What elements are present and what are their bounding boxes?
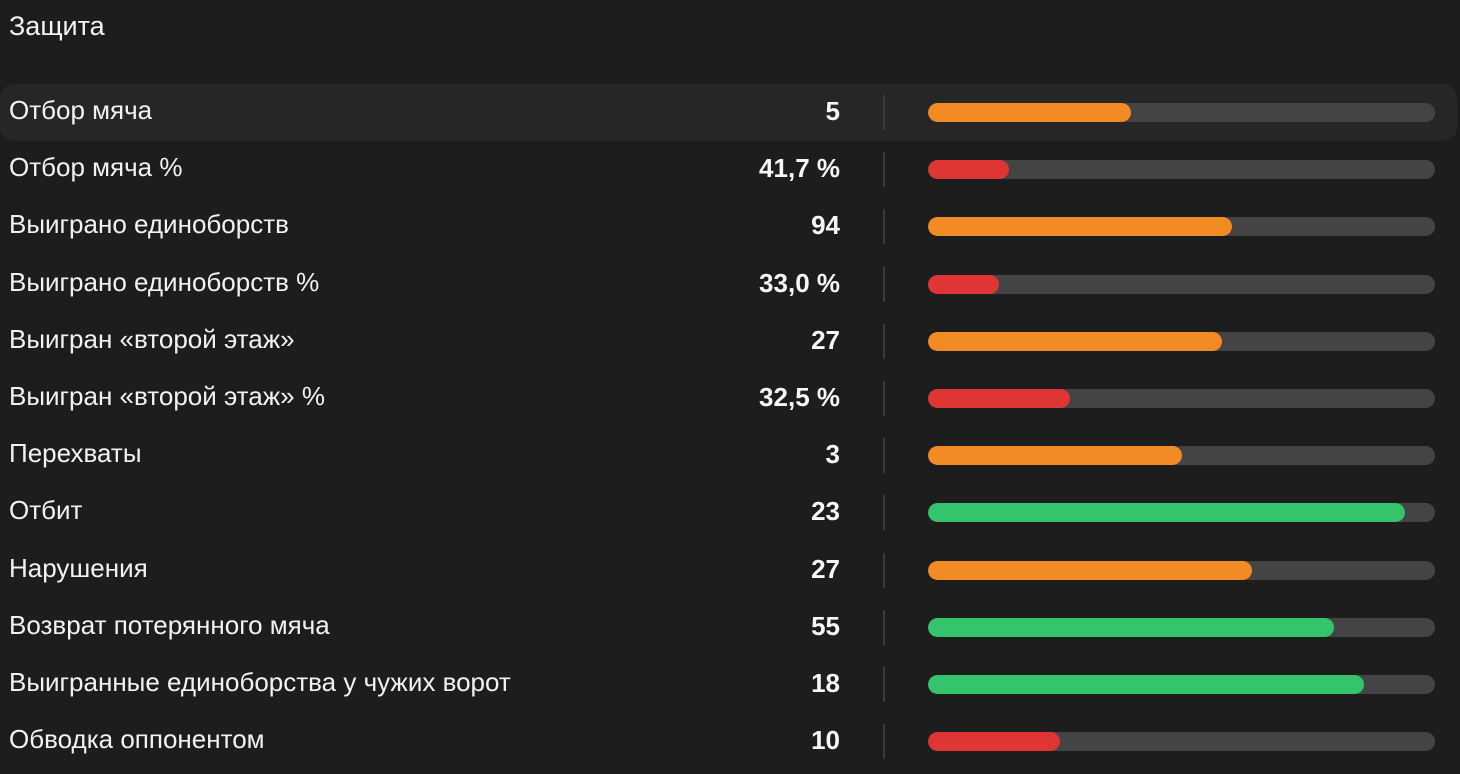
- stat-value: 27: [811, 324, 840, 355]
- stat-value: 33,0 %: [759, 267, 840, 298]
- stat-bar-fill: [928, 331, 1223, 351]
- stat-bar-fill: [928, 103, 1131, 122]
- stat-row-fouls[interactable]: Нарушения 27: [0, 542, 1457, 599]
- stat-bar-track: [928, 560, 1435, 580]
- stat-row-clearances[interactable]: Отбит 23: [0, 484, 1457, 541]
- column-divider: [883, 609, 885, 645]
- stat-label: Выигранные единоборства у чужих ворот: [9, 666, 511, 697]
- stat-label: Возврат потерянного мяча: [9, 609, 330, 640]
- column-divider: [883, 495, 885, 531]
- stat-label: Обводка оппонентом: [9, 724, 265, 755]
- stat-bar-fill: [928, 560, 1253, 580]
- stat-label: Отбор мяча: [9, 95, 153, 125]
- stat-bar-track: [928, 103, 1435, 122]
- stat-row-tackles[interactable]: Отбор мяча 5: [0, 84, 1457, 142]
- stat-row-recoveries[interactable]: Возврат потерянного мяча 55: [0, 599, 1457, 656]
- stat-label: Отбор мяча %: [9, 152, 183, 183]
- stat-label: Нарушения: [9, 552, 148, 583]
- stat-label: Отбит: [9, 495, 83, 526]
- stat-bar-track: [928, 160, 1435, 180]
- stat-bar-fill: [928, 732, 1060, 752]
- column-divider: [883, 552, 885, 588]
- stat-bar-track: [928, 331, 1435, 351]
- column-divider: [883, 95, 885, 130]
- stat-row-aerial-won[interactable]: Выигран «второй этаж» 27: [0, 313, 1457, 370]
- stat-value: 5: [825, 96, 840, 126]
- stats-list: Отбор мяча 5 Отбор мяча % 41,7 % Выигран…: [0, 84, 1460, 770]
- stat-bar-track: [928, 446, 1435, 466]
- stat-value: 32,5 %: [759, 381, 840, 412]
- stat-label: Выиграно единоборств: [9, 209, 289, 240]
- stat-value: 10: [811, 725, 840, 756]
- stat-bar-track: [928, 217, 1435, 237]
- stat-row-duels-won[interactable]: Выиграно единоборств 94: [0, 198, 1457, 255]
- stat-value: 41,7 %: [759, 153, 840, 184]
- column-divider: [883, 380, 885, 416]
- stat-label: Выиграно единоборств %: [9, 266, 320, 297]
- column-divider: [883, 724, 885, 760]
- section-title: Защита: [9, 11, 105, 41]
- column-divider: [883, 323, 885, 359]
- stat-value: 23: [811, 496, 840, 527]
- column-divider: [883, 152, 885, 188]
- stat-bar-track: [928, 388, 1435, 408]
- stat-value: 94: [811, 210, 840, 241]
- stat-bar-fill: [928, 674, 1365, 694]
- stat-bar-track: [928, 732, 1435, 752]
- stat-label: Выигран «второй этаж» %: [9, 380, 325, 411]
- column-divider: [883, 209, 885, 245]
- stat-row-duels-won-opponent-half[interactable]: Выигранные единоборства у чужих ворот 18: [0, 656, 1457, 713]
- stat-label: Выигран «второй этаж»: [9, 323, 295, 354]
- stat-bar-fill: [928, 274, 999, 294]
- stat-value: 18: [811, 667, 840, 698]
- column-divider: [883, 438, 885, 474]
- stat-bar-fill: [928, 617, 1334, 637]
- stat-bar-fill: [928, 446, 1182, 466]
- stat-bar-fill: [928, 388, 1070, 408]
- stat-bar-track: [928, 274, 1435, 294]
- stat-bar-track: [928, 503, 1435, 523]
- stat-row-aerial-won-percent[interactable]: Выигран «второй этаж» % 32,5 %: [0, 370, 1457, 427]
- stat-label: Перехваты: [9, 438, 142, 469]
- stat-bar-track: [928, 674, 1435, 694]
- stat-row-duels-won-percent[interactable]: Выиграно единоборств % 33,0 %: [0, 256, 1457, 313]
- stat-value: 27: [811, 553, 840, 584]
- stat-row-tackles-percent[interactable]: Отбор мяча % 41,7 %: [0, 141, 1457, 198]
- stat-value: 55: [811, 610, 840, 641]
- stat-row-interceptions[interactable]: Перехваты 3: [0, 427, 1457, 484]
- column-divider: [883, 666, 885, 702]
- stat-bar-fill: [928, 160, 1010, 180]
- stat-bar-fill: [928, 503, 1405, 523]
- column-divider: [883, 266, 885, 302]
- stat-bar-fill: [928, 217, 1233, 237]
- stat-bar-track: [928, 617, 1435, 637]
- stat-row-dribbled-past[interactable]: Обводка оппонентом 10: [0, 713, 1457, 770]
- stat-value: 3: [825, 439, 840, 470]
